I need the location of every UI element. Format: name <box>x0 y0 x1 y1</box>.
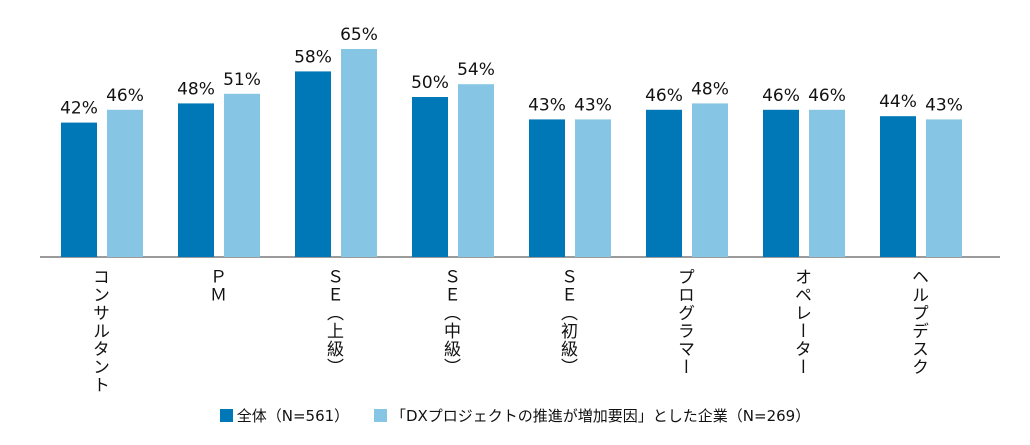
bar-0-series-0 <box>61 122 97 257</box>
bar-2-series-0 <box>295 71 331 258</box>
category-label-6: オペレーター <box>791 268 811 376</box>
value-label-7-series-1: 43% <box>925 95 963 115</box>
bar-4-series-0 <box>529 119 565 258</box>
bars-group <box>61 49 962 258</box>
bar-7-series-1 <box>926 119 962 258</box>
legend-label-1: 「DXプロジェクトの推進が増加要因」とした企業（N=269） <box>390 407 811 425</box>
bar-6-series-0 <box>763 109 799 257</box>
category-label-2: ＳＥ（上級） <box>323 268 343 376</box>
value-label-0-series-0: 42% <box>60 99 98 119</box>
value-label-5-series-0: 46% <box>645 86 683 106</box>
value-label-6-series-1: 46% <box>808 86 846 106</box>
bar-6-series-1 <box>809 109 845 257</box>
legend: 全体（N=561） 「DXプロジェクトの推進が増加要因」とした企業（N=269） <box>0 405 1030 426</box>
value-label-2-series-1: 65% <box>340 25 378 45</box>
bar-5-series-1 <box>692 103 728 258</box>
value-label-1-series-1: 51% <box>223 70 261 90</box>
legend-label-0: 全体（N=561） <box>236 407 350 425</box>
category-label-5: プログラマー <box>674 268 694 376</box>
value-label-4-series-1: 43% <box>574 95 612 115</box>
value-label-6-series-0: 46% <box>762 86 800 106</box>
legend-swatch-1 <box>373 409 387 422</box>
value-labels-group: 42% 46% 48% 51% 58% 65% 50% 54% 43% 43% 46% 48% 46% 4… <box>60 25 963 119</box>
legend-item-0: 全体（N=561） <box>219 405 350 426</box>
value-label-3-series-0: 50% <box>411 73 449 93</box>
value-label-4-series-0: 43% <box>528 95 566 115</box>
bar-4-series-1 <box>575 119 611 258</box>
value-label-7-series-0: 44% <box>879 92 917 112</box>
category-label-1: ＰＭ <box>206 268 226 304</box>
bar-7-series-0 <box>880 116 916 257</box>
bar-0-series-1 <box>107 109 143 257</box>
bar-3-series-0 <box>412 97 448 257</box>
category-label-7: ヘルプデスク <box>908 268 928 376</box>
bar-1-series-0 <box>178 103 214 258</box>
category-label-3: ＳＥ（中級） <box>440 268 460 376</box>
bar-2-series-1 <box>341 49 377 257</box>
legend-swatch-0 <box>219 409 233 422</box>
value-label-0-series-1: 46% <box>106 86 144 106</box>
value-label-5-series-1: 48% <box>691 79 729 99</box>
legend-item-1: 「DXプロジェクトの推進が増加要因」とした企業（N=269） <box>373 405 811 426</box>
bar-3-series-1 <box>458 84 494 257</box>
category-label-0: コンサルタント <box>89 268 109 394</box>
bar-5-series-0 <box>646 109 682 257</box>
value-label-1-series-0: 48% <box>177 79 215 99</box>
bar-1-series-1 <box>224 93 260 257</box>
value-label-2-series-0: 58% <box>294 47 332 67</box>
value-label-3-series-1: 54% <box>457 60 495 80</box>
category-label-4: ＳＥ（初級） <box>557 268 577 376</box>
